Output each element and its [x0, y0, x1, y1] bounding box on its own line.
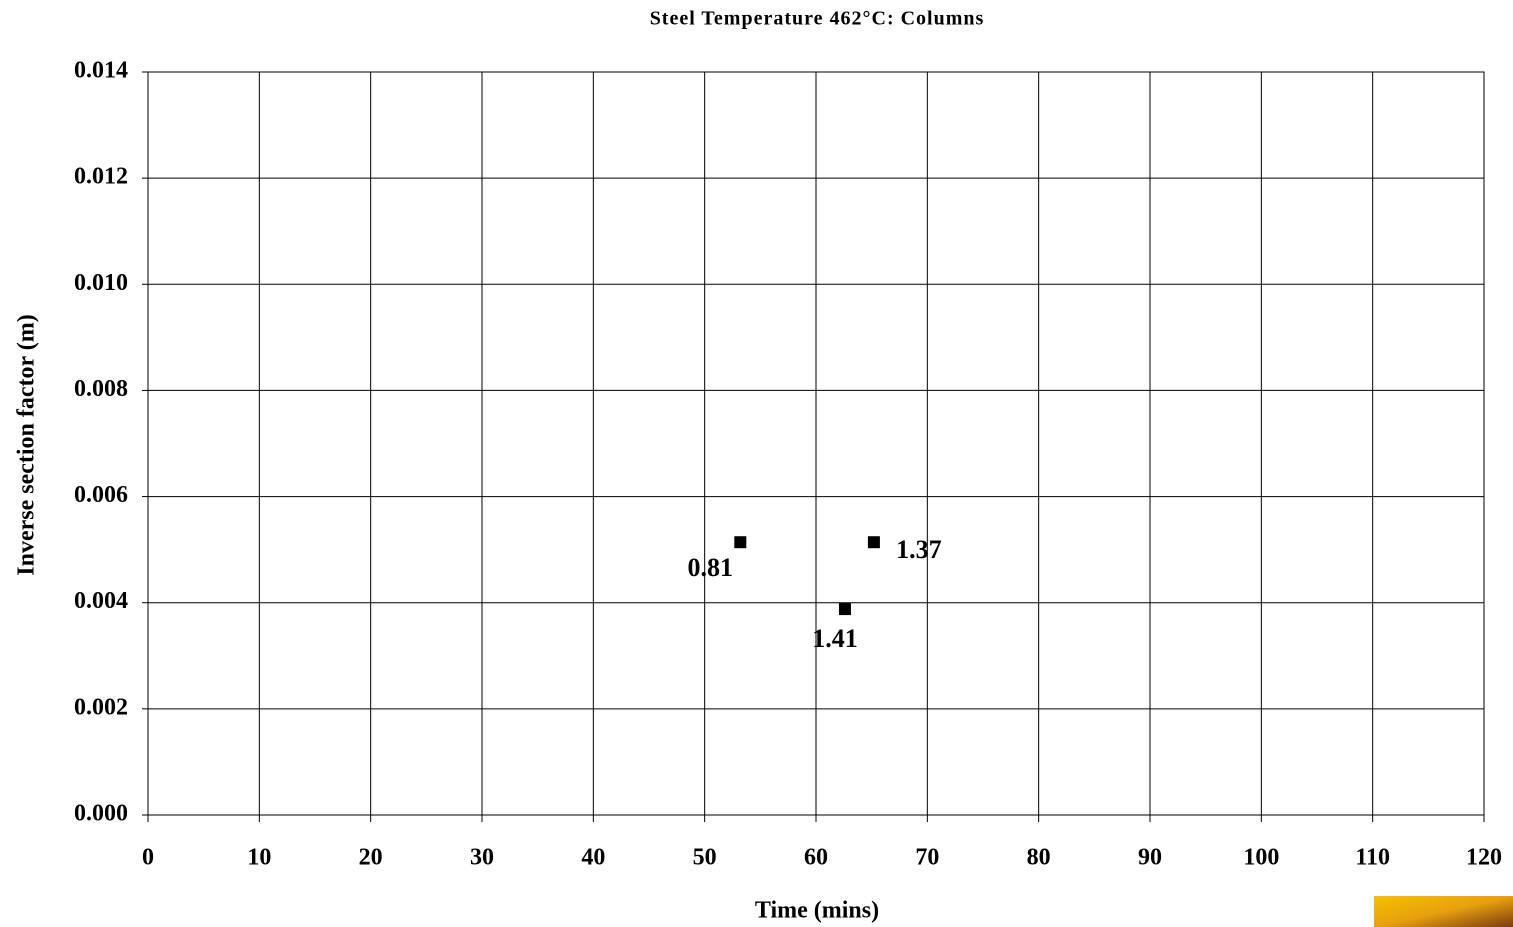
x-tick-label: 100 [1243, 845, 1279, 871]
x-tick-label: 110 [1355, 845, 1390, 871]
chart-title: Steel Temperature 462°C: Columns [650, 8, 985, 30]
x-tick-label: 20 [359, 845, 383, 871]
y-tick-label: 0.012 [74, 164, 128, 190]
y-tick-label: 0.010 [74, 270, 128, 296]
x-tick-label: 0 [142, 845, 154, 871]
point [867, 536, 880, 549]
point [734, 536, 747, 549]
x-tick-label: 30 [470, 845, 494, 871]
point [838, 603, 851, 616]
x-tick-label: 60 [804, 845, 828, 871]
x-tick-label: 90 [1138, 845, 1162, 871]
x-tick-label: 80 [1027, 845, 1051, 871]
y-tick-label: 0.004 [74, 588, 128, 614]
y-tick-label: 0.006 [74, 482, 128, 508]
x-tick-label: 40 [581, 845, 605, 871]
y-tick-label: 0.008 [74, 376, 128, 402]
x-tick-label: 10 [247, 845, 271, 871]
x-tick-label: 70 [915, 845, 939, 871]
x-tick-label: 120 [1466, 845, 1502, 871]
y-tick-label: 0.002 [74, 694, 128, 720]
x-axis-label: Time (mins) [755, 898, 879, 924]
y-tick-label: 0.000 [74, 801, 128, 827]
x-tick-label: 50 [693, 845, 717, 871]
point-label: 1.37 [896, 535, 942, 564]
y-tick-label: 0.014 [74, 58, 128, 84]
y-axis-label: Inverse section factor (m) [14, 314, 40, 575]
point-label: 0.81 [688, 553, 734, 582]
decor-image [1374, 896, 1513, 927]
point-label: 1.41 [812, 624, 858, 653]
